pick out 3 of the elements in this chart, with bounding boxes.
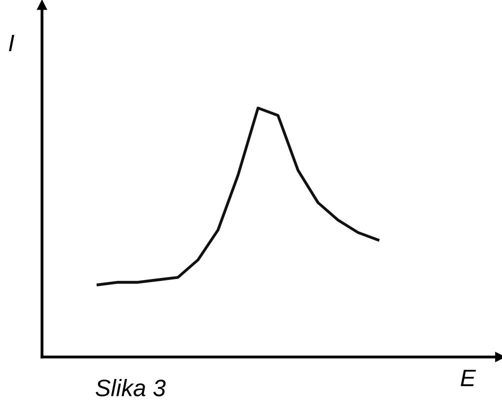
y-axis-title: I	[8, 34, 14, 52]
x-axis-title: E	[460, 370, 476, 386]
text: Slika 3	[96, 378, 166, 396]
